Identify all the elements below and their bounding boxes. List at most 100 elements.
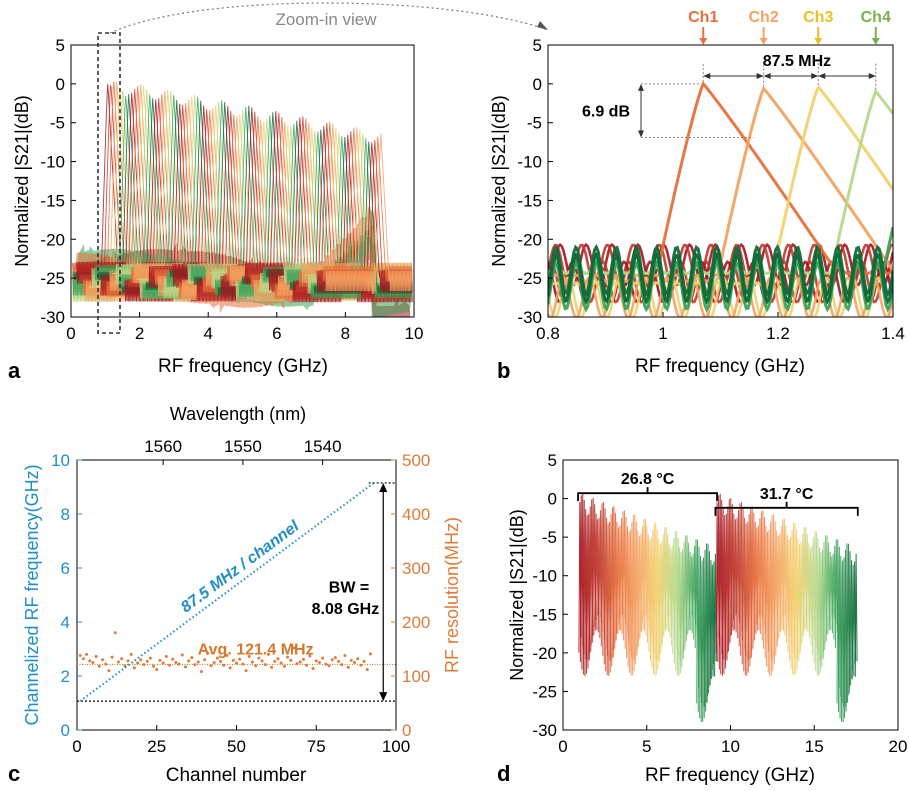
panel-b-channel-arrowhead	[814, 38, 823, 45]
panel-c-ytick-label: 8	[61, 505, 70, 524]
panel-c-resolution-point	[282, 664, 286, 668]
panel-d-ytick-label: 5	[548, 451, 557, 470]
panel-d-ytick-label: -15	[532, 605, 557, 624]
panel-d-annotations: 26.8 °C 31.7 °C	[577, 471, 859, 516]
panel-c-ytick-right-label: 300	[402, 559, 430, 578]
panel-a-zoom-box	[97, 32, 121, 334]
panel-c-bw-arrowhead	[379, 482, 388, 492]
panel-c-resolution-point	[266, 652, 270, 656]
panel-c-resolution-point	[161, 661, 165, 665]
panel-label-d: d	[497, 761, 510, 786]
panel-c-resolution-point	[273, 659, 277, 663]
panel-c-resolution-point	[337, 659, 341, 663]
panel-b-ticks: 0.8 1 1.2 1.4 5 0 -5 -10 -15 -20 -25 -30	[517, 36, 904, 343]
panel-d-bracket	[714, 501, 859, 516]
panel-b-curves	[548, 81, 893, 317]
panel-c-resolution-point	[164, 655, 168, 659]
panel-b-xlabel: RF frequency (GHz)	[635, 356, 805, 377]
panel-d-ytick-label: -10	[532, 567, 557, 586]
panel-d-ytick-label: -5	[542, 528, 557, 547]
panel-c-resolution-point	[136, 661, 140, 665]
panel-c-resolution-point	[209, 664, 213, 668]
panel-c-resolution-point	[247, 655, 251, 659]
panel-a-ytick-label: -15	[40, 191, 65, 210]
panel-c-resolution-point	[94, 655, 98, 659]
panel-a-ytick-label: 0	[56, 75, 65, 94]
panel-c-resolution-point	[193, 663, 197, 667]
panel-a-xtick-label: 2	[135, 324, 144, 343]
panel-b-spacing-label: 87.5 MHz	[763, 53, 831, 70]
panel-a-xtick-label: 6	[272, 324, 281, 343]
panel-c-resolution-point	[228, 666, 232, 670]
panel-c-resolution-point	[257, 656, 261, 660]
panel-c-resolution-point	[353, 661, 357, 664]
panel-c-resolution-point	[317, 661, 321, 664]
panel-d-channel-curve	[834, 539, 838, 648]
panel-c-resolution-point	[203, 658, 207, 662]
panel-c-resolution-point	[174, 661, 178, 664]
panel-c-ytick-label: 2	[61, 667, 70, 686]
panel-b-ytick-label: 5	[533, 36, 542, 55]
panel-c-resolution-point	[91, 661, 95, 664]
panel-c-resolution-point	[190, 656, 194, 660]
panel-label-a: a	[8, 358, 21, 383]
panel-c-resolution-point	[254, 664, 258, 668]
panel-d-channel-curve	[854, 553, 858, 677]
panel-b-xtick-label: 1	[658, 324, 667, 343]
panel-b-ytick-label: -15	[517, 191, 542, 210]
panel-b-channel-curve	[548, 251, 893, 305]
panel-c-resolution-point	[349, 658, 353, 662]
panel-b-spacing-arrowhead	[703, 73, 711, 79]
panel-c-resolution-point	[250, 660, 254, 664]
panel-c-resolution-point	[311, 666, 315, 670]
panel-c-resolution-point	[212, 661, 216, 664]
panel-b-depth-arrowhead	[638, 83, 644, 91]
panel-c-resolution-point	[132, 666, 136, 670]
panel-c-resolution-point	[81, 657, 85, 661]
panel-d-ytick-label: -30	[532, 721, 557, 740]
panel-label-c: c	[8, 761, 20, 786]
panel-c-resolution-point	[219, 659, 223, 663]
panel-c-resolution-point	[148, 656, 152, 660]
panel-c-resolution-point	[356, 657, 360, 661]
panel-c-resolution-point	[101, 658, 105, 662]
panel-c-resolution-point	[88, 659, 92, 663]
panel-c-top-tick-label: 1560	[144, 437, 182, 456]
panel-b-depth-label: 6.9 dB	[582, 104, 630, 121]
zoom-in-label: Zoom-in view	[275, 10, 377, 29]
panel-c-xtick-label: 100	[382, 737, 410, 756]
panel-c-resolution-point	[120, 657, 124, 661]
panel-c-resolution-point	[263, 663, 267, 667]
panel-b-spacing-arrowhead	[756, 73, 764, 79]
panel-b-ytick-label: -30	[517, 308, 542, 327]
panel-c-resolution-point	[292, 646, 296, 650]
panel-c-resolution-point	[368, 652, 372, 656]
panel-b-channel-label: Ch2	[749, 9, 779, 26]
panel-b-channel-label: Ch3	[803, 9, 833, 26]
panel-a-ylabel: Normalized |S21|(dB)	[12, 95, 32, 266]
panel-d-xtick-label: 0	[558, 737, 567, 756]
panel-c-top-tick-label: 1550	[224, 437, 262, 456]
panel-c-resolution-point	[286, 655, 290, 659]
panel-c-bw-label: BW =	[329, 579, 369, 596]
panel-b-xtick-label: 0.8	[536, 324, 560, 343]
panel-a-ytick-label: -25	[40, 269, 65, 288]
panel-b-channel-arrowhead	[759, 38, 768, 45]
panel-c-xlabel: Channel number	[166, 765, 307, 786]
panel-c-resolution-point	[107, 669, 111, 673]
panel-a-ytick-label: -5	[50, 114, 65, 133]
panel-c-resolution-point	[206, 651, 210, 655]
panel-c-resolution-point	[171, 657, 175, 661]
panel-label-b: b	[497, 358, 510, 383]
panel-b-ytick-label: -20	[517, 230, 542, 249]
panel-c-resolution-point	[235, 661, 238, 665]
panel-c-resolution-point	[177, 662, 181, 666]
panel-d-ticks: 0 5 10 15 20 5 0 -5 -10 -15 -20 -25 -30	[532, 451, 907, 756]
panel-b-ytick-label: -5	[527, 114, 542, 133]
panel-c-resolution-point	[145, 659, 149, 663]
panel-c-resolution-point	[199, 670, 203, 674]
panel-c-resolution-point	[321, 656, 325, 660]
